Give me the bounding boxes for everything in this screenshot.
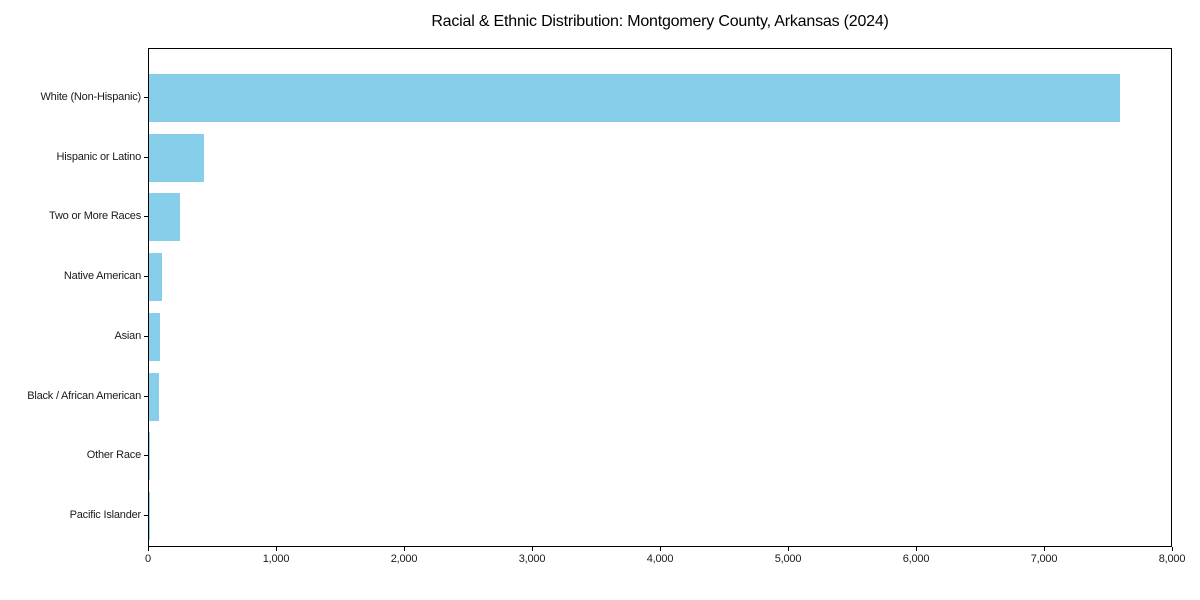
- x-tick-label-6000: 6,000: [902, 553, 930, 565]
- y-tick-mark-asian: [144, 335, 148, 337]
- x-tick-mark-8000: [1172, 547, 1173, 551]
- bar-other-race: [149, 432, 151, 481]
- x-tick-mark-5000: [788, 547, 789, 551]
- y-tick-mark-white-non-hispanic: [144, 97, 148, 98]
- y-tick-mark-pacific-islander: [144, 515, 148, 516]
- bar-white-non-hispanic: [149, 74, 1120, 122]
- x-tick-mark-6000: [916, 547, 917, 551]
- y-tick-label-asian: Asian: [114, 329, 141, 342]
- y-tick-label-hispanic-or-latino: Hispanic or Latino: [56, 150, 142, 163]
- y-tick-mark-native-american: [144, 276, 148, 278]
- y-tick-mark-other-race: [144, 455, 148, 457]
- y-tick-mark-hispanic-or-latino: [144, 156, 148, 158]
- x-tick-mark-3000: [532, 547, 533, 551]
- x-tick-mark-7000: [1044, 547, 1045, 551]
- bar-black-african-american: [149, 372, 160, 421]
- y-tick-mark-black-african-american: [144, 395, 148, 397]
- x-tick-label-7000: 7,000: [1030, 553, 1058, 565]
- x-tick-label-2000: 2,000: [390, 553, 418, 565]
- x-tick-label-3000: 3,000: [518, 553, 546, 565]
- x-tick-label-8000: 8,000: [1158, 553, 1186, 565]
- y-tick-label-two-or-more-races: Two or More Races: [49, 210, 141, 223]
- y-tick-label-white-non-hispanic: White (Non-Hispanic): [40, 91, 141, 103]
- x-tick-label-5000: 5,000: [774, 553, 802, 565]
- x-tick-label-1000: 1,000: [262, 553, 290, 565]
- plot-area: [148, 48, 1172, 547]
- bar-two-or-more-races: [149, 193, 180, 242]
- x-tick-mark-2000: [404, 547, 405, 551]
- y-tick-mark-two-or-more-races: [144, 216, 148, 218]
- x-tick-mark-0: [148, 547, 149, 551]
- chart-title: Racial & Ethnic Distribution: Montgomery…: [431, 13, 889, 30]
- x-tick-mark-4000: [660, 547, 661, 551]
- x-tick-mark-1000: [276, 547, 277, 551]
- y-tick-label-black-african-american: Black / African American: [27, 389, 141, 402]
- bar-native-american: [149, 253, 162, 302]
- y-tick-label-native-american: Native American: [63, 270, 141, 283]
- y-tick-label-pacific-islander: Pacific Islander: [69, 509, 142, 521]
- x-tick-label-4000: 4,000: [646, 553, 674, 565]
- bar-hispanic-or-latino: [149, 133, 204, 182]
- x-tick-label-0: 0: [145, 553, 151, 565]
- y-tick-label-other-race: Other Race: [86, 449, 141, 462]
- bar-asian: [149, 312, 161, 361]
